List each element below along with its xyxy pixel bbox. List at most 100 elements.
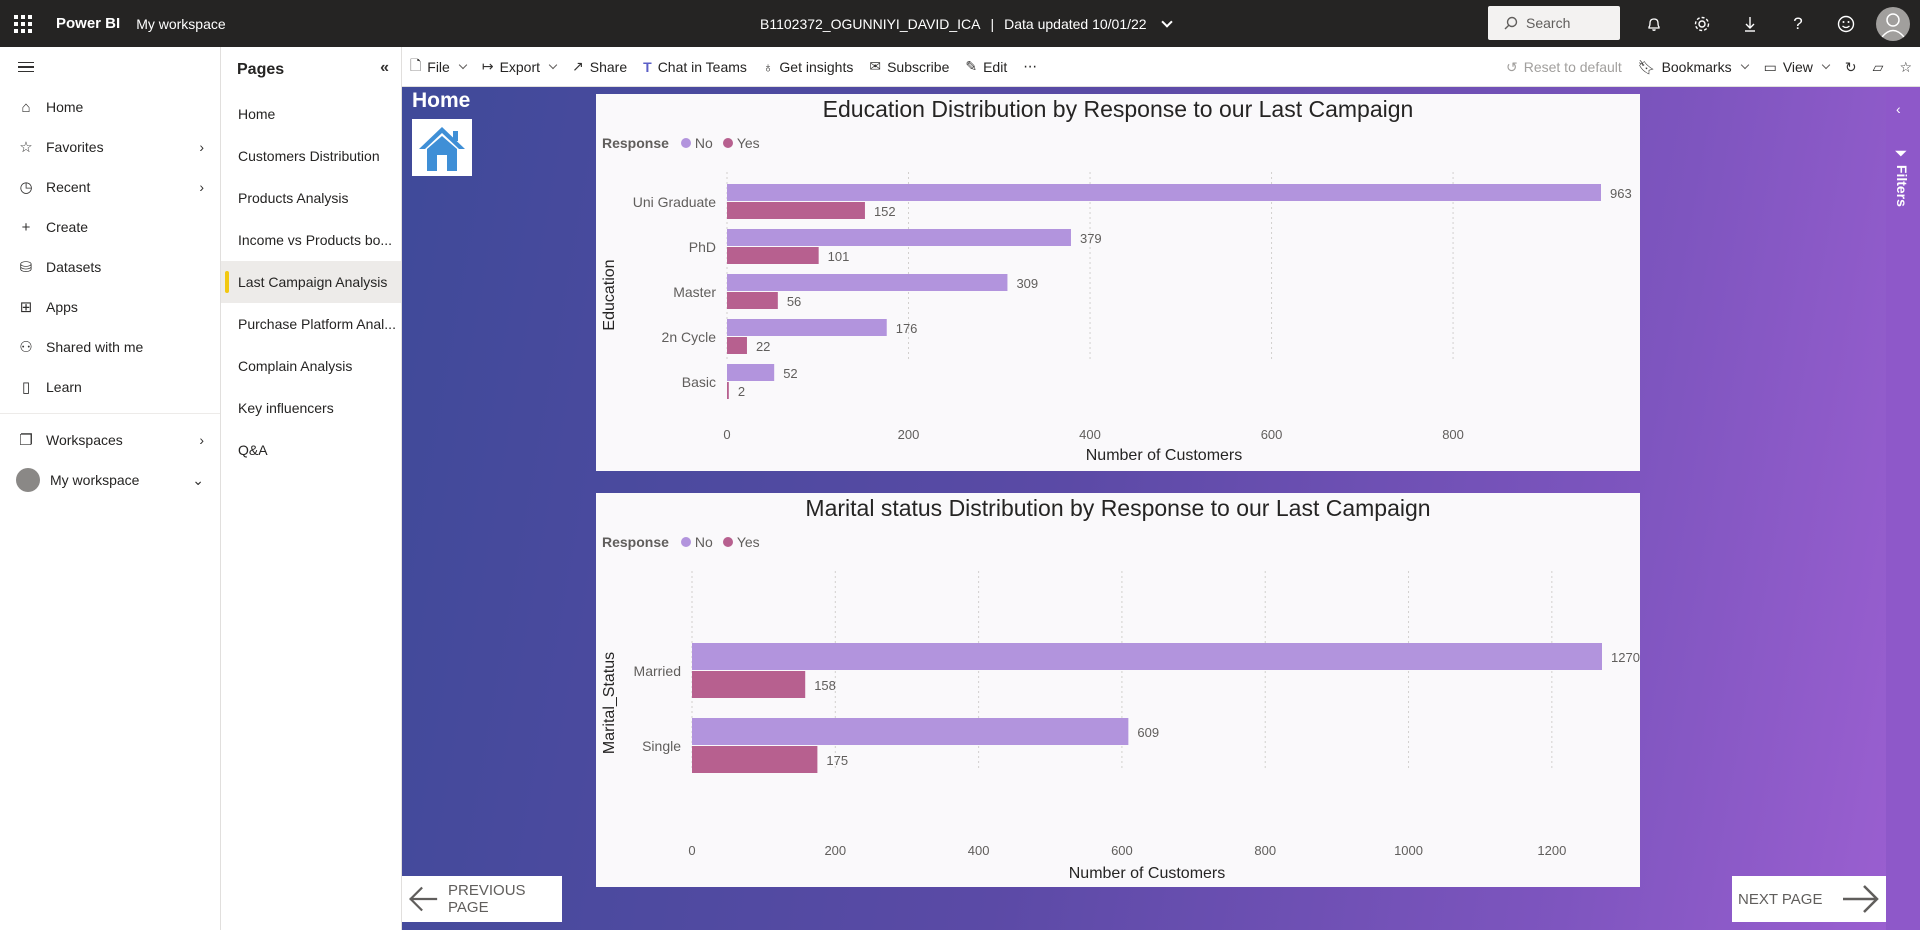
legend-no-label: No xyxy=(694,135,713,151)
home-page-button[interactable] xyxy=(412,119,472,176)
more-options-button[interactable]: ⋯ xyxy=(1023,58,1038,74)
bar-yes xyxy=(727,202,865,219)
edit-button[interactable]: ✎ Edit xyxy=(957,47,1015,87)
chevron-down-icon xyxy=(1821,60,1831,70)
x-tick-label: 1200 xyxy=(1537,843,1566,858)
bell-icon[interactable] xyxy=(1630,0,1678,47)
chevron-right-icon[interactable]: › xyxy=(199,179,204,195)
chevron-right-icon[interactable]: › xyxy=(199,432,204,448)
bar-no xyxy=(727,364,775,381)
bar-no xyxy=(727,184,1601,201)
file-menu-button[interactable]: 🗋 File xyxy=(402,47,474,87)
title-separator: | xyxy=(990,15,995,32)
x-tick-label: 200 xyxy=(824,843,846,858)
chevron-left-icon[interactable]: ‹ xyxy=(1896,101,1901,117)
nav-item-shared[interactable]: ⚇ Shared with me xyxy=(0,327,220,367)
page-item-complain-analysis[interactable]: Complain Analysis xyxy=(238,358,353,374)
view-icon: ▭ xyxy=(1763,58,1777,75)
marital-bar-chart: 0 200 400 600 800 1000 1200 Married 1270 158 Singl… xyxy=(601,571,1640,882)
chevron-down-icon xyxy=(1740,60,1749,70)
help-icon[interactable]: ? xyxy=(1793,13,1803,33)
subscribe-button[interactable]: ✉ Subscribe xyxy=(861,47,957,87)
shared-icon: ⚇ xyxy=(19,339,33,356)
page-item-home[interactable]: Home xyxy=(238,106,276,122)
view-menu-button[interactable]: ▭ View xyxy=(1756,47,1837,87)
book-icon: ▯ xyxy=(21,379,31,396)
workspace-breadcrumb[interactable]: My workspace xyxy=(136,15,226,32)
get-insights-button[interactable]: ♁ Get insights xyxy=(755,47,861,87)
education-chart[interactable]: Education Distribution by Response to ou… xyxy=(596,94,1640,471)
search-input[interactable]: Search xyxy=(1488,6,1620,40)
subscribe-label: Subscribe xyxy=(887,58,950,75)
page-item-last-campaign-analysis[interactable]: Last Campaign Analysis xyxy=(221,261,401,303)
previous-page-button[interactable]: PREVIOUS PAGE xyxy=(402,876,562,922)
bar-yes xyxy=(727,382,729,399)
bar-yes xyxy=(692,671,806,698)
nav-item-home[interactable]: ⌂ Home xyxy=(0,87,220,127)
collapse-pane-icon[interactable]: « xyxy=(380,59,389,76)
page-item-key-influencers[interactable]: Key influencers xyxy=(238,400,334,416)
export-menu-button[interactable]: ↦ Export xyxy=(474,47,564,87)
filter-funnel-icon: ⏷ xyxy=(1894,147,1910,165)
page-item-income-vs-products[interactable]: Income vs Products bo... xyxy=(238,232,393,248)
view-label: View xyxy=(1782,59,1813,75)
report-title-area[interactable]: B1102372_OGUNNIYI_DAVID_ICA | Data updat… xyxy=(760,0,1173,47)
nav-item-my-workspace[interactable]: My workspace ⌄ xyxy=(0,460,220,500)
nav-item-favorites[interactable]: ☆ Favorites › xyxy=(0,127,220,167)
lightbulb-icon: ♁ xyxy=(762,58,774,75)
workspace-avatar-icon xyxy=(16,468,40,492)
smiley-icon[interactable] xyxy=(1822,0,1870,47)
data-label: 22 xyxy=(756,339,770,354)
x-tick-label: 800 xyxy=(1254,843,1276,858)
gear-icon[interactable] xyxy=(1678,0,1726,47)
pages-header: Pages « xyxy=(221,47,401,93)
nav-item-learn[interactable]: ▯ Learn xyxy=(0,367,220,407)
x-axis-title: Number of Customers xyxy=(1086,447,1243,464)
share-button[interactable]: ↗ Share xyxy=(564,47,635,87)
left-nav: ⌂ Home ☆ Favorites › ◷ Recent › + Create… xyxy=(0,47,221,930)
nav-item-datasets[interactable]: ⛁ Datasets xyxy=(0,247,220,287)
chat-in-teams-button[interactable]: T Chat in Teams xyxy=(635,47,755,87)
favorite-button[interactable]: ☆ xyxy=(1891,47,1920,87)
nav-toggle-button[interactable] xyxy=(0,47,220,87)
chevron-down-icon[interactable] xyxy=(1160,15,1173,28)
chevron-right-icon[interactable]: › xyxy=(199,139,204,155)
page-item-purchase-platform[interactable]: Purchase Platform Anal... xyxy=(238,316,396,332)
data-label: 56 xyxy=(787,294,801,309)
nav-item-label: Learn xyxy=(46,379,82,395)
bookmarks-menu-button[interactable]: 🔖︎ Bookmarks xyxy=(1630,47,1756,87)
filters-pane[interactable]: ‹ ⏷ Filters xyxy=(1886,87,1920,930)
avatar[interactable] xyxy=(1876,6,1910,41)
comments-button[interactable]: ▱ xyxy=(1865,47,1892,87)
bar-yes xyxy=(727,292,778,309)
y-category-label: Master xyxy=(673,284,716,300)
mail-icon: ✉ xyxy=(869,58,882,74)
star-icon: ☆ xyxy=(19,139,33,156)
app-launcher-button[interactable] xyxy=(0,0,46,47)
data-label: 101 xyxy=(828,249,850,264)
refresh-button[interactable]: ↻ xyxy=(1837,47,1865,87)
marital-chart[interactable]: Marital status Distribution by Response … xyxy=(596,493,1640,887)
home-title: Home xyxy=(412,89,471,112)
page-item-products-analysis[interactable]: Products Analysis xyxy=(238,190,349,206)
bar-yes xyxy=(727,247,819,264)
nav-item-recent[interactable]: ◷ Recent › xyxy=(0,167,220,207)
nav-item-workspaces[interactable]: ❐ Workspaces › xyxy=(0,420,220,460)
bar-no xyxy=(727,274,1008,291)
x-tick-label: 200 xyxy=(898,427,920,442)
chevron-down-icon[interactable]: ⌄ xyxy=(192,471,204,488)
x-tick-label: 800 xyxy=(1442,427,1464,442)
nav-item-apps[interactable]: ⊞ Apps xyxy=(0,287,220,327)
house-icon xyxy=(419,126,465,171)
page-item-customers-distribution[interactable]: Customers Distribution xyxy=(238,148,380,164)
download-icon[interactable] xyxy=(1726,0,1774,47)
reset-to-default-button[interactable]: ↺ Reset to default xyxy=(1498,47,1630,87)
nav-item-label: My workspace xyxy=(50,472,140,488)
page-item-qa[interactable]: Q&A xyxy=(238,442,268,458)
database-icon: ⛁ xyxy=(19,259,33,276)
nav-divider xyxy=(0,413,220,414)
export-label: Export xyxy=(499,58,541,75)
nav-item-create[interactable]: + Create xyxy=(0,207,220,247)
brand-label[interactable]: Power BI xyxy=(56,15,121,32)
next-page-button[interactable]: NEXT PAGE xyxy=(1732,876,1886,922)
